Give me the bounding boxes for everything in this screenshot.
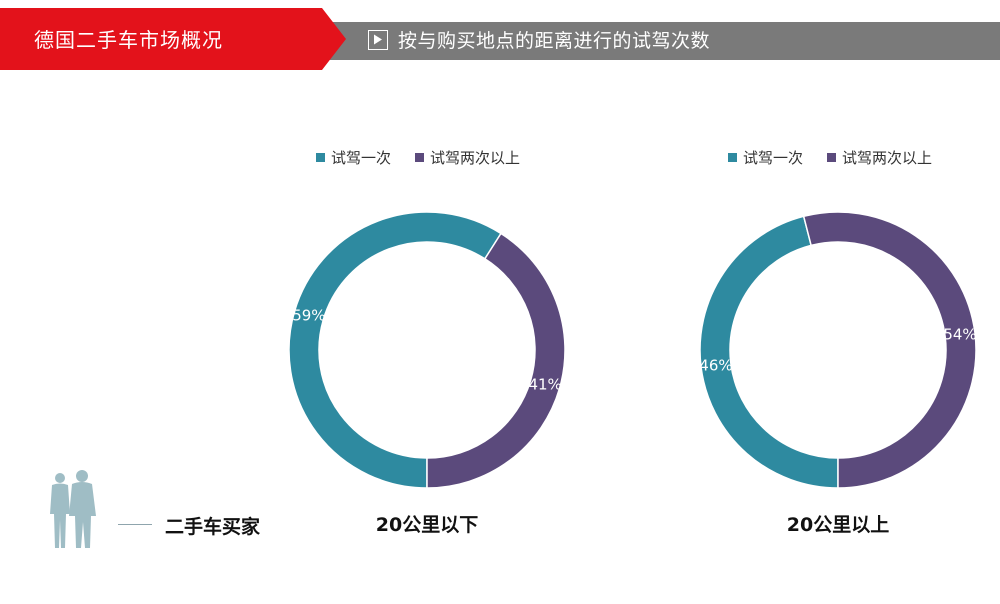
donut-slice-once bbox=[288, 211, 502, 489]
legend-swatch-teal bbox=[728, 152, 737, 162]
chart-legend-above-20km: 试驾一次 试驾两次以上 bbox=[728, 146, 956, 168]
legend-item-once: 试驾一次 bbox=[316, 147, 391, 168]
play-icon bbox=[368, 30, 388, 50]
chart-legend-below-20km: 试驾一次 试驾两次以上 bbox=[316, 146, 544, 168]
legend-item-twice-plus: 试驾两次以上 bbox=[827, 147, 932, 168]
chart-caption-above-20km: 20公里以上 bbox=[786, 514, 890, 536]
legend-item-twice-plus: 试驾两次以上 bbox=[415, 147, 520, 168]
section-title: 按与购买地点的距离进行的试驾次数 bbox=[398, 30, 711, 52]
chart-caption-below-20km: 20公里以下 bbox=[375, 514, 479, 536]
slice-value-label: 54% bbox=[943, 326, 976, 344]
buyers-silhouette-icon bbox=[46, 470, 166, 550]
legend-swatch-purple bbox=[827, 152, 837, 162]
legend-label: 试驾一次 bbox=[331, 148, 392, 167]
header-red-tab bbox=[0, 8, 346, 70]
legend-swatch-teal bbox=[316, 152, 325, 162]
donut-slice-twice-plus bbox=[802, 211, 977, 489]
donut-slice-once bbox=[699, 215, 839, 489]
legend-item-once: 试驾一次 bbox=[728, 147, 803, 168]
legend-swatch-purple bbox=[415, 152, 425, 162]
donut-slice-twice-plus bbox=[426, 232, 566, 489]
legend-label: 试驾两次以上 bbox=[842, 148, 933, 167]
legend-label: 试驾两次以上 bbox=[430, 148, 521, 167]
page-title: 德国二手车市场概况 bbox=[34, 28, 223, 52]
donut-chart-below-20km: 59% 41% bbox=[277, 200, 577, 500]
slice-value-label: 41% bbox=[528, 375, 561, 393]
slice-value-label: 59% bbox=[292, 307, 325, 325]
slice-value-label: 46% bbox=[699, 356, 732, 374]
buyer-label: 二手车买家 bbox=[165, 516, 261, 538]
legend-label: 试驾一次 bbox=[743, 148, 804, 167]
buyer-connector-line bbox=[118, 524, 152, 525]
donut-chart-above-20km: 46% 54% bbox=[688, 200, 988, 500]
